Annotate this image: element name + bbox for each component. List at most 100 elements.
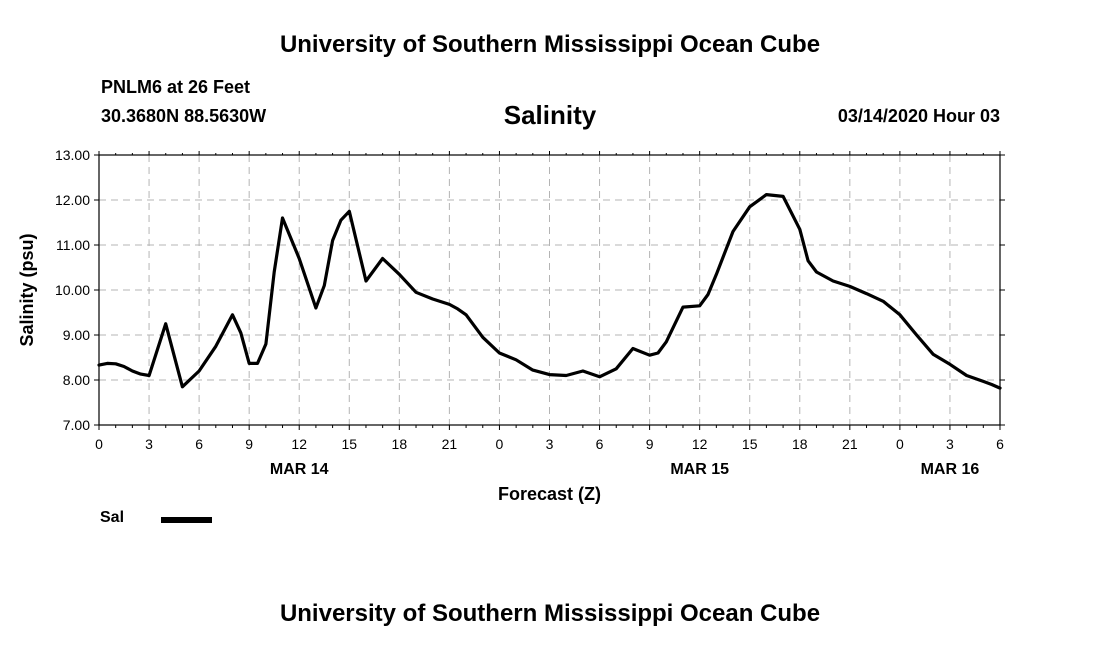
data-point	[807, 260, 809, 262]
x-tick-label: 0	[896, 436, 904, 452]
data-point	[882, 300, 884, 303]
data-point	[999, 387, 1001, 389]
data-point	[131, 370, 134, 372]
data-point	[698, 305, 701, 307]
data-point	[748, 206, 751, 208]
data-point	[832, 280, 834, 282]
data-point	[465, 314, 467, 316]
x-tick-label: 3	[145, 436, 153, 452]
data-point	[498, 352, 501, 354]
y-tick-label: 12.00	[55, 192, 90, 208]
data-point	[582, 370, 584, 372]
data-point	[515, 359, 517, 361]
data-point	[273, 271, 276, 273]
data-point	[256, 362, 259, 365]
data-point	[665, 341, 668, 343]
y-tick-label: 9.00	[63, 327, 90, 343]
x-tick-label: 3	[546, 436, 554, 452]
chart-title: Salinity	[503, 100, 597, 130]
data-point	[381, 257, 384, 260]
x-tick-label: 6	[996, 436, 1004, 452]
data-point	[782, 195, 784, 198]
data-point	[657, 352, 659, 354]
x-tick-label: 0	[496, 436, 504, 452]
x-tick-label: 12	[692, 436, 708, 452]
x-tick-label: 9	[245, 436, 253, 452]
data-point	[431, 298, 434, 300]
x-axis-title: Forecast (Z)	[498, 484, 601, 504]
data-point	[106, 362, 109, 365]
data-point	[340, 219, 342, 221]
data-point	[598, 376, 601, 378]
data-point	[265, 343, 267, 345]
x-tick-label: 21	[842, 436, 858, 452]
data-point	[682, 306, 684, 308]
data-point	[348, 210, 351, 213]
grid-lines	[99, 155, 1000, 425]
date-label: MAR 14	[270, 461, 329, 478]
data-point	[732, 230, 734, 233]
data-point	[415, 291, 417, 294]
data-point	[456, 308, 459, 310]
data-point	[982, 380, 985, 383]
data-point	[548, 373, 551, 376]
data-point	[815, 271, 818, 273]
data-point	[215, 345, 217, 348]
x-tick-label: 18	[792, 436, 808, 452]
y-tick-label: 13.00	[55, 147, 90, 163]
legend-label: Sal	[100, 509, 125, 526]
data-point	[949, 363, 951, 366]
data-point	[990, 383, 993, 386]
x-tick-label: 3	[946, 436, 954, 452]
data-point	[148, 374, 150, 377]
data-point	[398, 273, 401, 276]
data-point	[965, 374, 968, 377]
x-tick-label: 6	[195, 436, 203, 452]
data-point	[899, 314, 901, 316]
y-tick-label: 8.00	[63, 372, 90, 388]
data-point	[632, 347, 634, 350]
data-point	[114, 363, 117, 365]
data-point	[565, 374, 567, 377]
coordinates-label: 30.3680N 88.5630W	[101, 106, 267, 126]
data-point	[139, 373, 142, 375]
data-point	[123, 365, 125, 368]
series-line-sal	[97, 193, 1002, 390]
data-point	[298, 257, 301, 260]
legend-line-swatch	[161, 517, 212, 523]
data-point	[181, 386, 184, 388]
y-tick-label: 7.00	[63, 417, 90, 433]
data-point	[707, 293, 709, 296]
date-label: MAR 15	[670, 461, 729, 478]
date-label: MAR 16	[921, 461, 980, 478]
data-point	[315, 307, 317, 309]
data-point	[532, 369, 534, 371]
x-tick-label: 21	[442, 436, 458, 452]
x-tick-label: 15	[742, 436, 758, 452]
data-point	[765, 193, 768, 196]
data-point	[715, 273, 718, 276]
axis-ticks	[94, 151, 1005, 430]
data-point	[331, 239, 334, 242]
x-tick-label: 6	[596, 436, 604, 452]
station-label: PNLM6 at 26 Feet	[101, 77, 251, 97]
data-point	[98, 364, 100, 366]
series-layer	[97, 193, 1002, 390]
data-point	[849, 285, 851, 288]
data-point	[323, 284, 326, 287]
salinity-chart: 7.00 8.00 9.00 10.00 11.00 12.00 13.00 0 3 6 9 12 15…	[17, 147, 1005, 504]
timestamp-label: 03/14/2020 Hour 03	[837, 106, 1000, 126]
x-tick-label: 0	[95, 436, 103, 452]
x-tick-label: 18	[392, 436, 408, 452]
data-point	[248, 362, 250, 365]
data-point	[482, 336, 484, 339]
data-point	[915, 334, 918, 336]
y-tick-label: 10.00	[55, 282, 90, 298]
bottom-title: University of Southern Mississippi Ocean…	[279, 600, 821, 627]
data-point	[799, 228, 801, 231]
data-point	[865, 292, 868, 295]
x-tick-label: 9	[646, 436, 654, 452]
data-point	[198, 370, 200, 372]
data-point	[365, 280, 367, 282]
x-tick-label: 15	[341, 436, 357, 452]
